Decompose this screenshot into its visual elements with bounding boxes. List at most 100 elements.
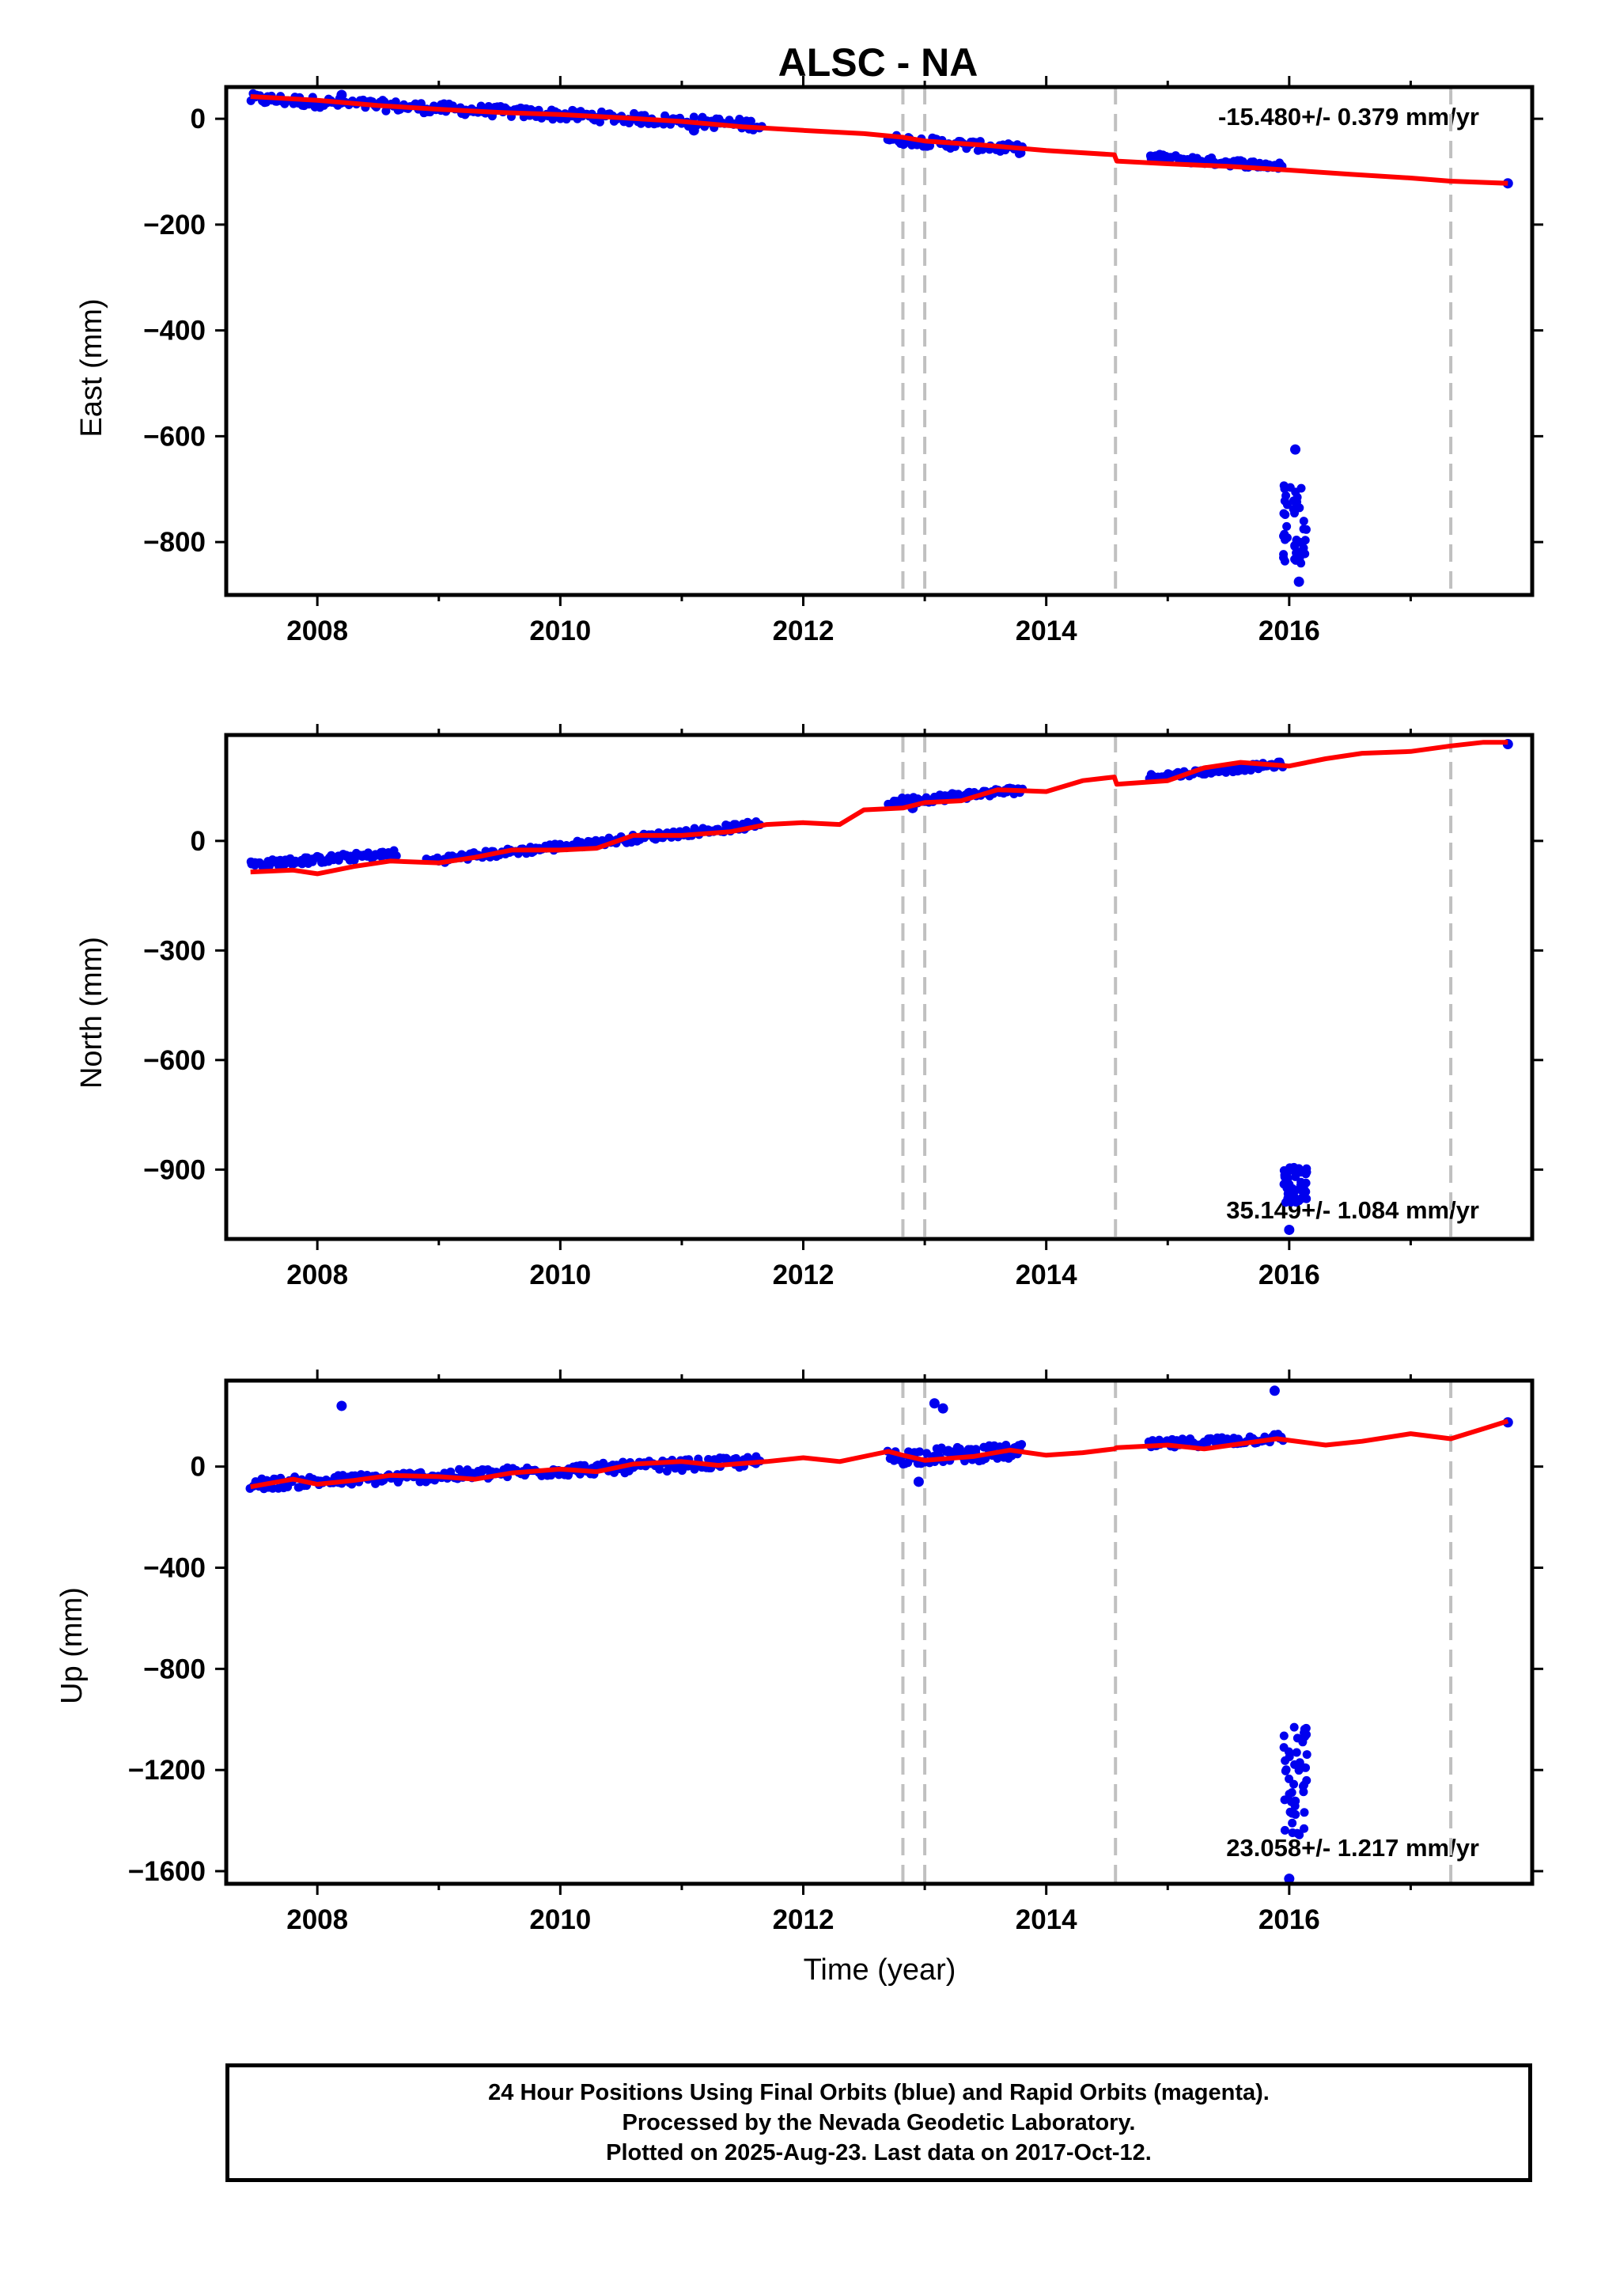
position-point	[1293, 576, 1304, 587]
position-point	[1302, 1750, 1311, 1760]
plot-frame	[224, 85, 1535, 597]
y-tick-label: 0	[191, 1452, 206, 1483]
plot-frame	[224, 733, 1535, 1241]
x-tick-label: 2012	[773, 1260, 835, 1290]
position-point	[688, 125, 699, 136]
position-point	[971, 1445, 981, 1454]
position-points	[246, 739, 1513, 1235]
footer-line-3: Plotted on 2025-Aug-23. Last data on 201…	[606, 2140, 1152, 2165]
position-point	[1299, 517, 1308, 526]
up-panel: Up (mm) 23.058+/- 1.217 mm/yr 2008 2010 20…	[55, 1370, 1543, 1935]
position-point	[1293, 1733, 1302, 1743]
y-tick-label: −600	[143, 1045, 206, 1076]
x-tick-label: 2008	[286, 616, 348, 646]
position-point	[1281, 491, 1291, 500]
position-point	[1292, 1748, 1301, 1757]
position-point	[1299, 1780, 1308, 1790]
x-tick-label: 2008	[286, 1904, 348, 1935]
position-point	[1281, 1198, 1290, 1207]
position-point	[929, 1398, 940, 1409]
position-point	[1301, 1178, 1311, 1188]
east-rate-label: -15.480+/- 0.379 mm/yr	[1218, 103, 1479, 131]
position-point	[1285, 1807, 1295, 1817]
position-point	[915, 1447, 925, 1457]
position-point	[1290, 1802, 1300, 1811]
position-point	[1279, 1731, 1289, 1741]
model-line	[250, 740, 1508, 877]
position-point	[1285, 1790, 1294, 1799]
position-point	[1300, 1808, 1309, 1817]
position-point	[336, 89, 347, 100]
y-tick-label: −300	[143, 935, 206, 966]
y-tick-label: −900	[143, 1154, 206, 1185]
position-point	[1284, 1874, 1295, 1885]
y-tick-label: −400	[143, 316, 206, 347]
position-point	[1285, 1752, 1294, 1761]
position-point	[1290, 1760, 1300, 1769]
position-points	[245, 1385, 1513, 1885]
y-tick-label: 0	[191, 104, 206, 135]
footer-note: 24 Hour Positions Using Final Orbits (bl…	[225, 2063, 1532, 2182]
position-point	[690, 1464, 699, 1474]
position-point	[1296, 483, 1306, 493]
y-tick-label: −800	[143, 527, 206, 558]
x-tick-label: 2016	[1258, 1904, 1320, 1935]
position-point	[336, 1400, 347, 1411]
position-point	[937, 1403, 948, 1414]
x-tick-label: 2016	[1258, 1260, 1320, 1290]
north-rate-label: 35.149+/- 1.084 mm/yr	[1226, 1196, 1479, 1224]
position-point	[1290, 555, 1300, 564]
position-point	[1284, 1224, 1295, 1235]
footer-line-1: 24 Hour Positions Using Final Orbits (bl…	[488, 2080, 1270, 2105]
position-point	[1282, 533, 1292, 543]
position-point	[1279, 1166, 1289, 1176]
position-point	[1293, 1828, 1302, 1838]
x-tick-label: 2016	[1258, 616, 1320, 646]
x-tick-label: 2014	[1016, 616, 1077, 646]
time-series-figure: ALSC - NA East (mm) -15.480+/- 0.379 mm/…	[55, 40, 1543, 1987]
chart-title: ALSC - NA	[778, 40, 978, 85]
y-tick-label: −1600	[128, 1856, 206, 1887]
position-point	[1292, 535, 1301, 544]
position-point	[993, 1453, 1002, 1463]
position-point	[392, 851, 401, 861]
y-tick-label: −200	[143, 210, 206, 241]
position-point	[1288, 1818, 1297, 1828]
position-point	[1269, 1385, 1280, 1396]
position-point	[1280, 556, 1289, 566]
east-axis-title: East (mm)	[75, 298, 108, 437]
plot-frame	[224, 1378, 1535, 1886]
x-axis-title: Time (year)	[804, 1953, 956, 1987]
position-point	[1300, 536, 1310, 545]
position-point	[1282, 521, 1292, 531]
model-line	[250, 1419, 1509, 1490]
position-point	[416, 99, 426, 108]
position-point	[746, 116, 755, 126]
up-rate-label: 23.058+/- 1.217 mm/yr	[1226, 1834, 1479, 1862]
position-point	[1281, 510, 1290, 520]
position-point	[1280, 1825, 1289, 1835]
position-point	[1285, 483, 1295, 492]
footer-line-2: Processed by the Nevada Geodetic Laborat…	[622, 2110, 1136, 2135]
x-tick-label: 2014	[1016, 1260, 1077, 1290]
up-axis-title: Up (mm)	[55, 1587, 89, 1704]
position-point	[548, 115, 558, 124]
y-tick-label: 0	[191, 826, 206, 857]
north-panel: North (mm) 35.149+/- 1.084 mm/yr 2008 201…	[75, 724, 1543, 1290]
position-point	[1296, 559, 1306, 568]
position-point	[1302, 1168, 1311, 1177]
position-point	[595, 117, 604, 127]
y-tick-label: −1200	[128, 1755, 206, 1786]
position-point	[1300, 1824, 1309, 1833]
model-line	[250, 94, 1508, 186]
position-point	[1291, 1172, 1300, 1181]
position-point	[922, 1449, 932, 1458]
position-point	[1288, 1184, 1297, 1193]
position-point	[1281, 1765, 1291, 1775]
y-tick-label: −400	[143, 1553, 206, 1584]
position-points	[246, 89, 1513, 587]
x-tick-label: 2012	[773, 1904, 835, 1935]
position-point	[913, 1476, 924, 1487]
position-point	[1291, 1198, 1300, 1207]
position-point	[1294, 1164, 1304, 1173]
